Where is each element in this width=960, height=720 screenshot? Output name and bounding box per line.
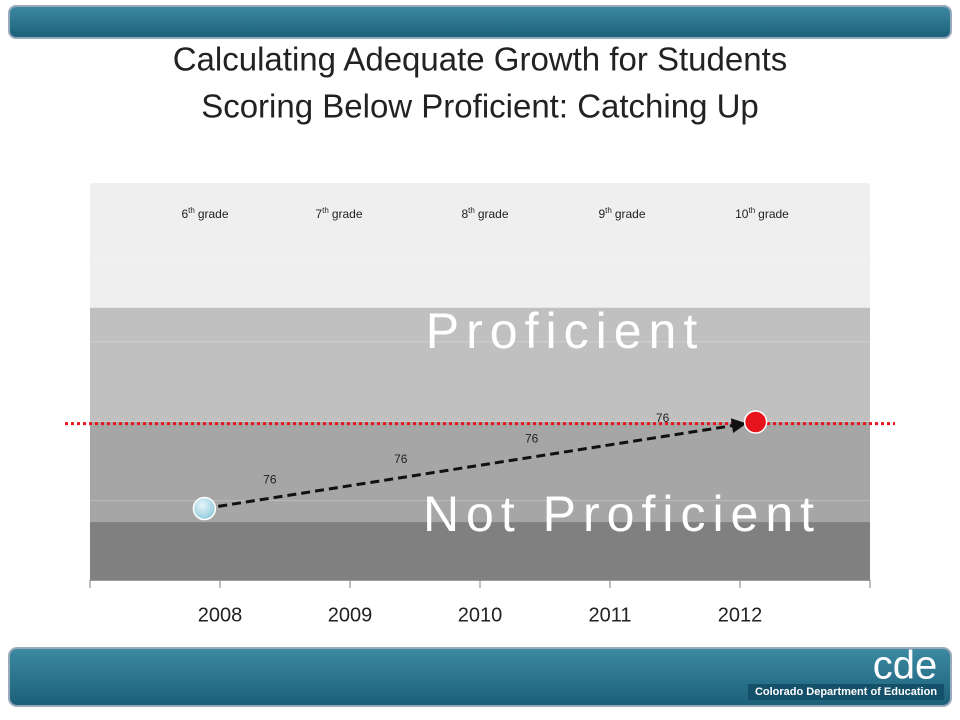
grade-label: 10th grade	[735, 206, 789, 221]
grade-word: grade	[758, 207, 789, 221]
title-line: Calculating Adequate Growth for Students	[173, 41, 788, 78]
growth-label: 76	[394, 452, 408, 466]
grade-word: grade	[615, 207, 646, 221]
grade-suffix: th	[468, 206, 475, 215]
growth-label: 76	[263, 472, 277, 486]
grade-number: 10	[735, 207, 749, 221]
logo-band	[748, 684, 944, 700]
point	[743, 410, 768, 434]
band-label: Proficient	[426, 303, 704, 359]
x-tick-label: 2009	[328, 604, 373, 626]
grade-suffix: th	[188, 206, 195, 215]
band	[90, 183, 870, 308]
x-tick-label: 2008	[198, 604, 243, 626]
x-tick-label: 2011	[588, 604, 631, 626]
grade-word: grade	[198, 207, 229, 221]
x-tick-label: 2012	[718, 604, 763, 626]
x-tick-label: 2010	[458, 604, 503, 626]
header-bar	[8, 5, 952, 39]
grade-number: 7	[315, 207, 322, 221]
grade-number: 6	[181, 207, 188, 221]
grade-suffix: th	[605, 206, 612, 215]
grade-number: 9	[598, 207, 605, 221]
point	[192, 496, 217, 521]
growth-label: 76	[525, 431, 539, 445]
footer-bar	[8, 647, 952, 707]
grade-label: 8th grade	[461, 206, 508, 221]
title-line: Scoring Below Proficient: Catching Up	[201, 88, 759, 125]
logo: cde	[873, 644, 938, 688]
grade-label: 9th grade	[598, 206, 645, 221]
band	[90, 307, 870, 422]
grade-suffix: th	[748, 206, 755, 215]
grade-suffix: th	[322, 206, 329, 215]
grade-label: 6th grade	[181, 206, 228, 221]
growth-line	[204, 418, 747, 511]
grade-number: 8	[461, 207, 468, 221]
grade-word: grade	[332, 207, 363, 221]
grade-word: grade	[478, 207, 509, 221]
band-label: Not Proficient	[423, 486, 821, 542]
grade-label: 7th grade	[315, 206, 362, 221]
band	[90, 522, 870, 580]
organization: Colorado Department of Education	[755, 686, 937, 698]
growth-label: 76	[656, 411, 670, 425]
